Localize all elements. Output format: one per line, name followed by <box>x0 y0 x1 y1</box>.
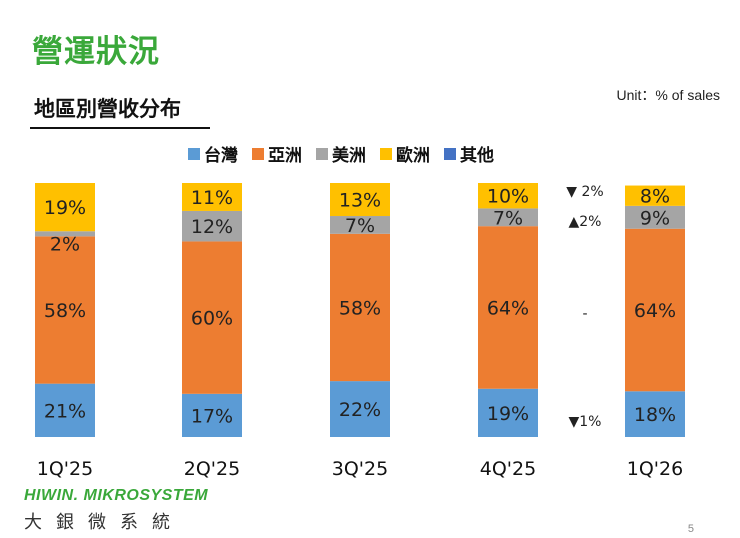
legend-label-taiwan: 台灣 <box>204 146 238 166</box>
bar-asia-2 <box>182 241 242 394</box>
change-americas: ▲2% <box>569 214 602 230</box>
data-label-taiwan-2: 17% <box>191 405 233 427</box>
change-taiwan: ▼1% <box>569 414 602 430</box>
data-label-americas-1: 2% <box>50 233 80 255</box>
change-asia: - <box>582 306 587 322</box>
bar-asia-1 <box>35 236 95 384</box>
data-label-taiwan-3: 22% <box>339 399 381 421</box>
data-label-asia-2: 60% <box>191 308 233 330</box>
legend-swatch-other <box>444 147 456 160</box>
company-logo-text: HIWIN. MIKROSYSTEM <box>24 487 209 504</box>
data-label-europe-4: 10% <box>487 186 529 208</box>
page-title: 營運狀況 <box>32 34 160 70</box>
legend-item-taiwan: 台灣 <box>188 141 238 166</box>
data-label-taiwan-1: 21% <box>44 400 86 422</box>
page-number: 5 <box>687 523 694 535</box>
company-name-chinese: 大銀微系統 <box>24 512 184 533</box>
data-label-asia-5: 64% <box>634 300 676 322</box>
legend-item-europe: 歐洲 <box>380 141 430 166</box>
data-label-americas-3: 7% <box>345 215 375 237</box>
bar-asia-5 <box>625 228 685 392</box>
unit-label: Unit：% of sales <box>616 87 720 103</box>
x-tick-label-4: 4Q'25 <box>480 458 536 480</box>
bar-europe-5 <box>625 185 685 206</box>
data-label-taiwan-4: 19% <box>487 403 529 425</box>
legend-label-other: 其他 <box>460 146 494 166</box>
legend-swatch-taiwan <box>188 147 200 160</box>
legend-item-americas: 美洲 <box>316 141 366 166</box>
legend-swatch-asia <box>252 147 264 160</box>
bar-asia-3 <box>330 233 390 382</box>
legend-swatch-americas <box>316 147 328 160</box>
data-label-europe-5: 8% <box>640 186 670 208</box>
data-label-asia-1: 58% <box>44 300 86 322</box>
legend-label-americas: 美洲 <box>332 146 366 166</box>
bar-americas-5 <box>625 205 685 229</box>
bar-taiwan-5 <box>625 391 685 437</box>
x-tick-label-3: 3Q'25 <box>332 458 388 480</box>
data-label-asia-3: 58% <box>339 297 381 319</box>
bar-europe-4 <box>478 183 538 209</box>
bar-europe-2 <box>182 183 242 211</box>
bar-americas-3 <box>330 216 390 234</box>
bar-americas-1 <box>35 231 95 237</box>
bar-asia-4 <box>478 226 538 389</box>
bar-europe-1 <box>35 183 95 232</box>
data-label-americas-5: 9% <box>640 207 670 229</box>
bar-taiwan-2 <box>182 393 242 437</box>
bar-americas-4 <box>478 208 538 227</box>
legend-label-europe: 歐洲 <box>396 146 430 166</box>
data-label-taiwan-5: 18% <box>634 404 676 426</box>
legend-item-other: 其他 <box>444 141 494 166</box>
bar-taiwan-4 <box>478 388 538 437</box>
data-label-europe-2: 11% <box>191 187 233 209</box>
subtitle-underline <box>30 127 210 129</box>
chart-legend: 台灣 亞洲 美洲 歐洲 其他 <box>188 141 494 166</box>
x-tick-label-1: 1Q'25 <box>37 458 93 480</box>
legend-label-asia: 亞洲 <box>268 146 302 166</box>
legend-item-asia: 亞洲 <box>252 141 302 166</box>
data-label-americas-4: 7% <box>493 207 523 229</box>
change-europe: ▼ 2% <box>566 184 603 200</box>
bar-americas-2 <box>182 210 242 242</box>
legend-swatch-europe <box>380 147 392 160</box>
x-tick-label-5: 1Q'26 <box>627 458 683 480</box>
data-label-europe-1: 19% <box>44 197 86 219</box>
data-label-americas-2: 12% <box>191 216 233 238</box>
section-subtitle: 地區別營收分布 <box>34 97 181 121</box>
bar-europe-3 <box>330 183 390 217</box>
data-label-europe-3: 13% <box>339 190 381 212</box>
x-tick-label-2: 2Q'25 <box>184 458 240 480</box>
bar-taiwan-3 <box>330 381 390 437</box>
data-label-asia-4: 64% <box>487 297 529 319</box>
bar-taiwan-1 <box>35 383 95 437</box>
